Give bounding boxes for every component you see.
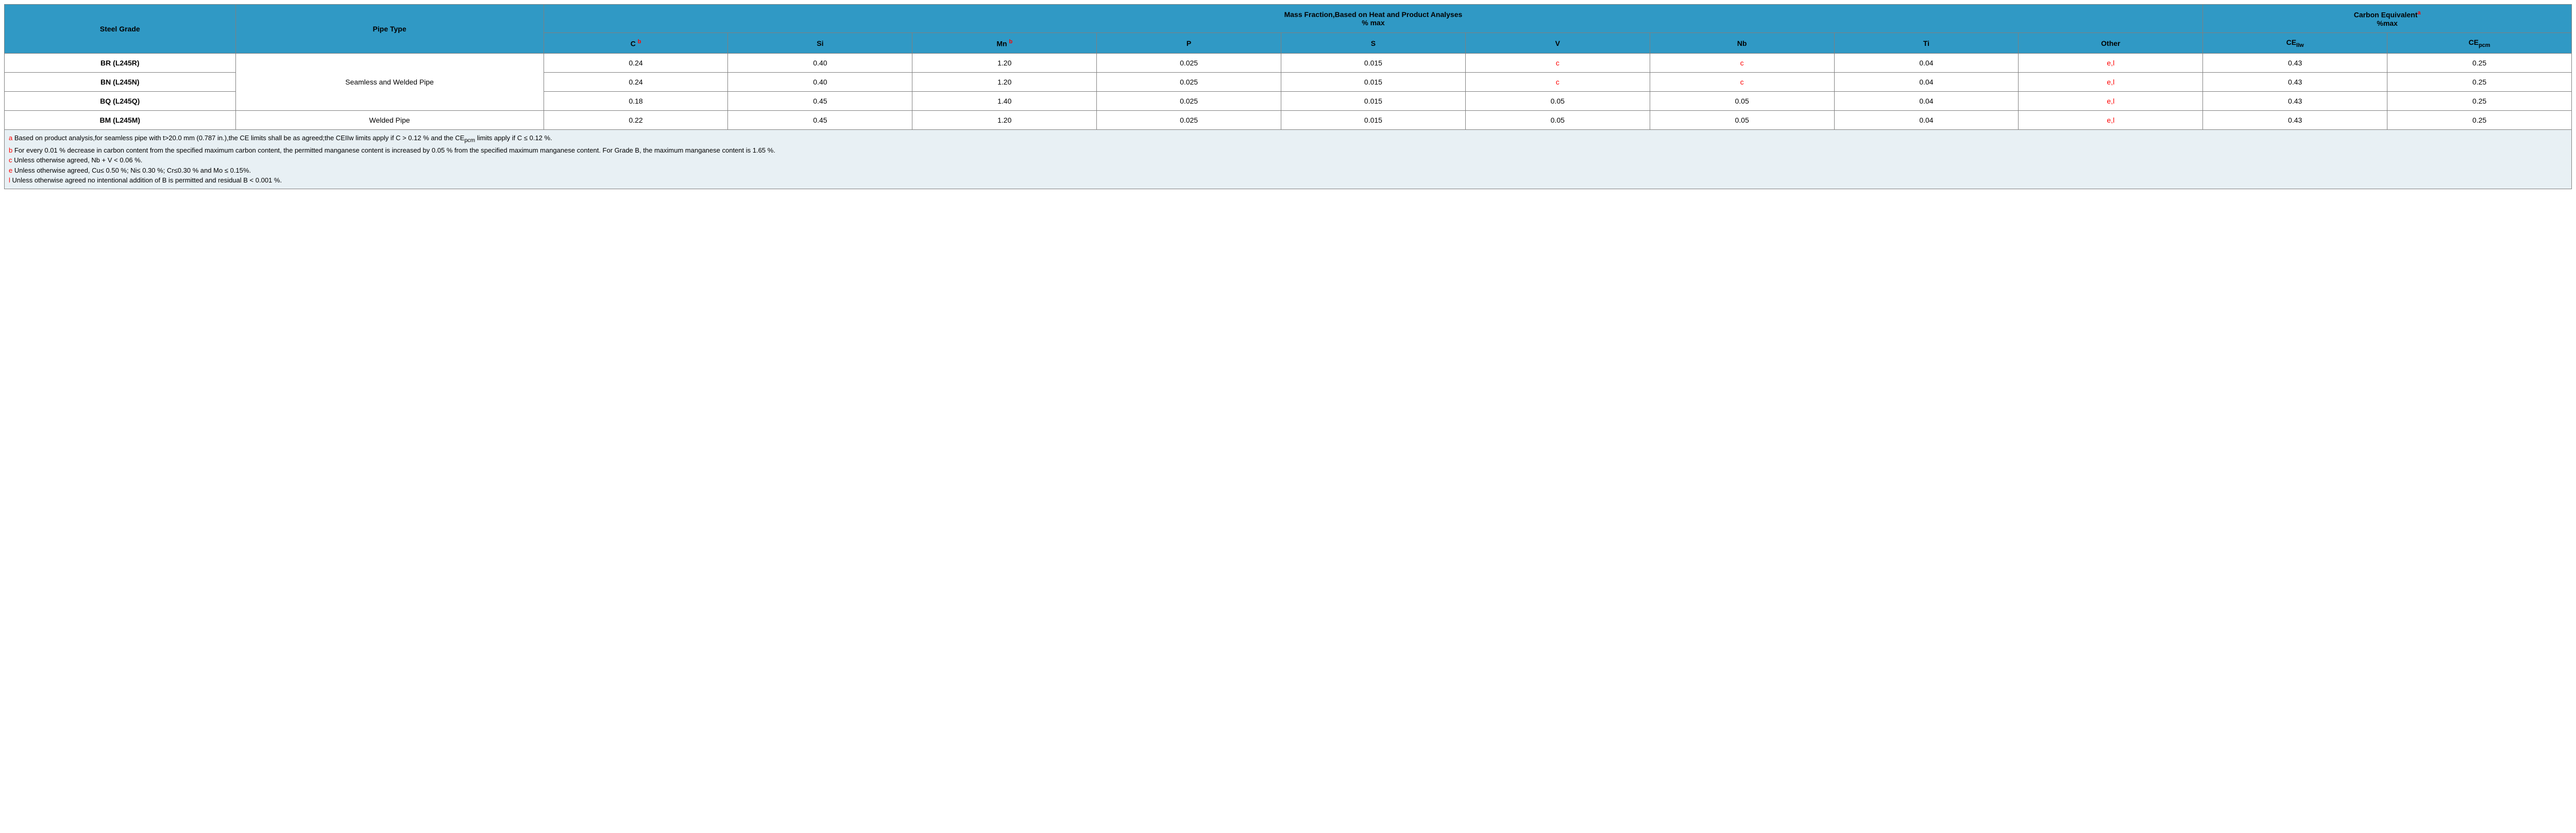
cell-mn: 1.20 [912, 54, 1097, 73]
cell-mn: 1.40 [912, 92, 1097, 111]
cell-ceiiw: 0.43 [2203, 92, 2387, 111]
cell-nb: c [1650, 73, 1834, 92]
header-carbon-equiv-sup: a [2417, 10, 2420, 16]
cell-si: 0.45 [728, 111, 912, 130]
header-mass-fraction-line2: % max [1362, 19, 1384, 27]
footnote-line: c Unless otherwise agreed, Nb + V < 0.06… [9, 155, 2567, 165]
cell-c: 0.24 [544, 73, 728, 92]
cell-s: 0.015 [1281, 73, 1466, 92]
table-row: BR (L245R)Seamless and Welded Pipe0.240.… [5, 54, 2572, 73]
pipe-type-cell: Seamless and Welded Pipe [235, 54, 544, 111]
col-ti: Ti [1834, 32, 2019, 54]
col-c: C b [544, 32, 728, 54]
footnote-key: b [9, 146, 12, 154]
cell-c: 0.24 [544, 54, 728, 73]
grade-cell: BN (L245N) [5, 73, 236, 92]
header-mass-fraction: Mass Fraction,Based on Heat and Product … [544, 5, 2203, 33]
col-cepcm-label: CE [2469, 38, 2479, 46]
cell-ti: 0.04 [1834, 73, 2019, 92]
cell-p: 0.025 [1097, 92, 1281, 111]
col-mn-label: Mn [996, 39, 1007, 47]
col-c-label: C [631, 39, 636, 47]
cell-cepcm: 0.25 [2387, 73, 2572, 92]
cell-other: e,l [2019, 73, 2203, 92]
cell-si: 0.40 [728, 73, 912, 92]
cell-p: 0.025 [1097, 73, 1281, 92]
pipe-type-cell: Welded Pipe [235, 111, 544, 130]
col-ceiiw-sub: IIw [2296, 42, 2304, 48]
cell-si: 0.40 [728, 54, 912, 73]
cell-v: 0.05 [1465, 92, 1650, 111]
col-other: Other [2019, 32, 2203, 54]
cell-other: e,l [2019, 54, 2203, 73]
col-ceiiw: CEIIw [2203, 32, 2387, 54]
cell-mn: 1.20 [912, 73, 1097, 92]
col-nb: Nb [1650, 32, 1834, 54]
table-row: BM (L245M)Welded Pipe0.220.451.200.0250.… [5, 111, 2572, 130]
footnote-line: b For every 0.01 % decrease in carbon co… [9, 145, 2567, 156]
footnote-key: c [9, 156, 12, 164]
cell-ceiiw: 0.43 [2203, 54, 2387, 73]
footnotes-row: a Based on product analysis,for seamless… [5, 130, 2572, 189]
grade-cell: BM (L245M) [5, 111, 236, 130]
footnote-key: a [9, 134, 12, 142]
cell-v: c [1465, 73, 1650, 92]
cell-cepcm: 0.25 [2387, 111, 2572, 130]
cell-nb: 0.05 [1650, 111, 1834, 130]
col-mn-sup: b [1009, 39, 1012, 45]
cell-nb: c [1650, 54, 1834, 73]
col-p: P [1097, 32, 1281, 54]
cell-ceiiw: 0.43 [2203, 73, 2387, 92]
header-carbon-equiv-line2: %max [2377, 19, 2397, 27]
col-cepcm-sub: pcm [2479, 42, 2490, 48]
col-mn: Mn b [912, 32, 1097, 54]
cell-s: 0.015 [1281, 111, 1466, 130]
cell-si: 0.45 [728, 92, 912, 111]
cell-other: e,l [2019, 111, 2203, 130]
cell-ti: 0.04 [1834, 111, 2019, 130]
footnote-key: l [9, 176, 10, 184]
cell-c: 0.18 [544, 92, 728, 111]
cell-other: e,l [2019, 92, 2203, 111]
footnote-line: l Unless otherwise agreed no intentional… [9, 175, 2567, 186]
grade-cell: BQ (L245Q) [5, 92, 236, 111]
cell-cepcm: 0.25 [2387, 92, 2572, 111]
header-mass-fraction-line1: Mass Fraction,Based on Heat and Product … [1284, 10, 1463, 19]
cell-s: 0.015 [1281, 54, 1466, 73]
footnote-line: a Based on product analysis,for seamless… [9, 133, 2567, 145]
cell-cepcm: 0.25 [2387, 54, 2572, 73]
cell-p: 0.025 [1097, 111, 1281, 130]
cell-ti: 0.04 [1834, 54, 2019, 73]
footnote-key: e [9, 166, 12, 174]
cell-mn: 1.20 [912, 111, 1097, 130]
grade-cell: BR (L245R) [5, 54, 236, 73]
col-v: V [1465, 32, 1650, 54]
col-si: Si [728, 32, 912, 54]
cell-v: 0.05 [1465, 111, 1650, 130]
cell-ti: 0.04 [1834, 92, 2019, 111]
cell-nb: 0.05 [1650, 92, 1834, 111]
col-s: S [1281, 32, 1466, 54]
cell-v: c [1465, 54, 1650, 73]
header-carbon-equivalent: Carbon Equivalenta %max [2203, 5, 2572, 33]
cell-c: 0.22 [544, 111, 728, 130]
footnotes-cell: a Based on product analysis,for seamless… [5, 130, 2572, 189]
cell-s: 0.015 [1281, 92, 1466, 111]
chemical-composition-table: Steel Grade Pipe Type Mass Fraction,Base… [4, 4, 2572, 189]
header-carbon-equiv-line1: Carbon Equivalent [2354, 11, 2418, 19]
footnote-sub: pcm [464, 138, 475, 144]
col-c-sup: b [638, 39, 641, 45]
footnote-line: e Unless otherwise agreed, Cu≤ 0.50 %; N… [9, 165, 2567, 176]
header-steel-grade: Steel Grade [5, 5, 236, 54]
col-ceiiw-label: CE [2286, 38, 2296, 46]
header-pipe-type: Pipe Type [235, 5, 544, 54]
cell-ceiiw: 0.43 [2203, 111, 2387, 130]
cell-p: 0.025 [1097, 54, 1281, 73]
col-cepcm: CEpcm [2387, 32, 2572, 54]
